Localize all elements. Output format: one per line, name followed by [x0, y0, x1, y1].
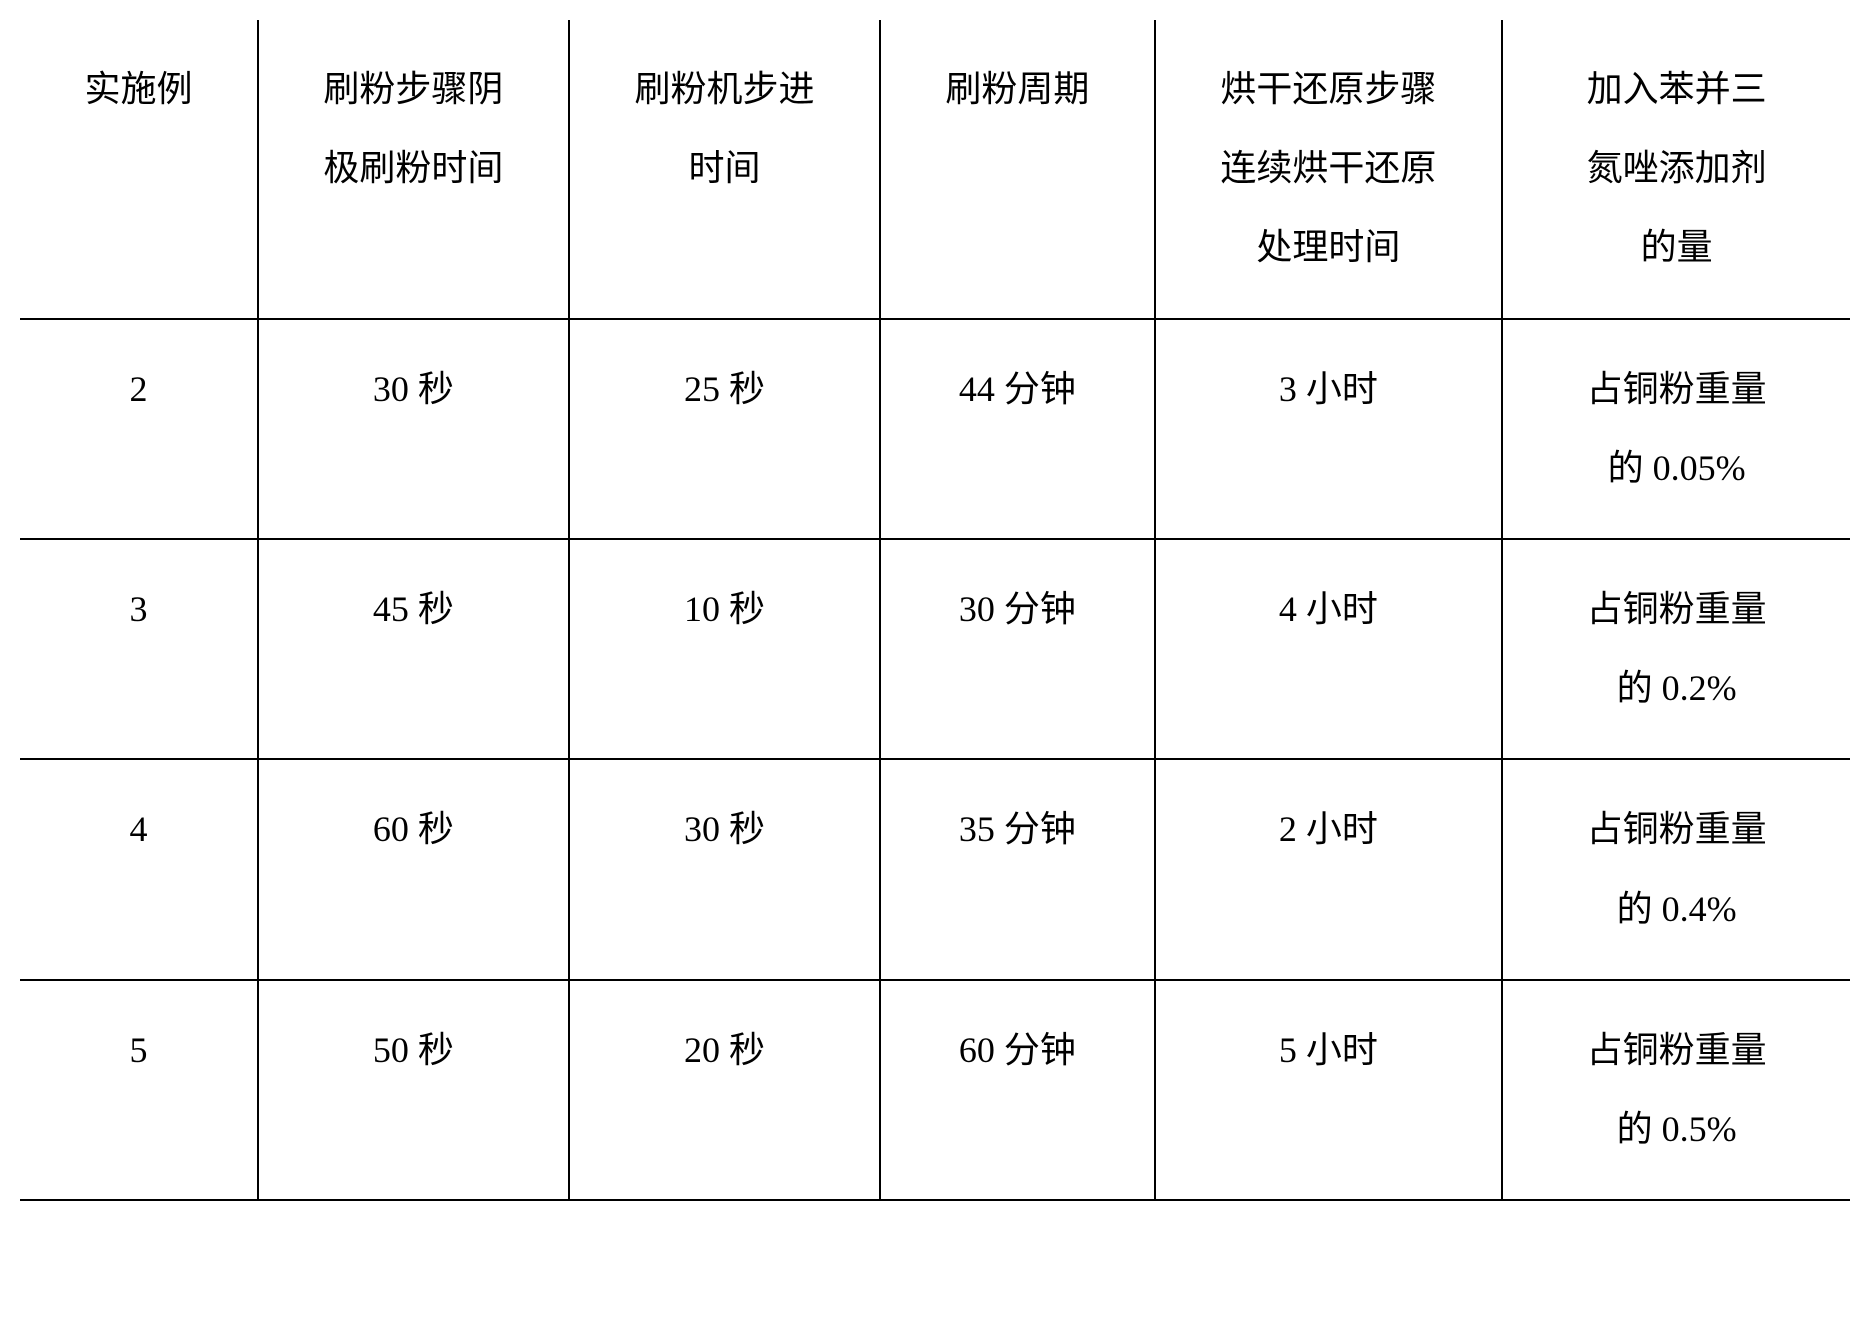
table-row: 2 30 秒 25 秒 44 分钟 3 小时 占铜粉重量 的 0.05%: [20, 319, 1850, 539]
table-cell: 占铜粉重量 的 0.5%: [1502, 980, 1850, 1200]
table-cell: 10 秒: [569, 539, 880, 759]
header-cell: 加入苯并三 氮唑添加剂 的量: [1502, 20, 1850, 319]
table-cell: 60 秒: [258, 759, 569, 979]
table-cell: 30 秒: [569, 759, 880, 979]
table-row: 4 60 秒 30 秒 35 分钟 2 小时 占铜粉重量 的 0.4%: [20, 759, 1850, 979]
table-cell: 4 小时: [1155, 539, 1503, 759]
table-cell: 占铜粉重量 的 0.2%: [1502, 539, 1850, 759]
table-cell: 占铜粉重量 的 0.05%: [1502, 319, 1850, 539]
table-cell: 44 分钟: [880, 319, 1155, 539]
data-table: 实施例 刷粉步骤阴 极刷粉时间 刷粉机步进 时间 刷粉周期 烘干还原步骤 连续烘…: [20, 20, 1850, 1201]
table-row: 5 50 秒 20 秒 60 分钟 5 小时 占铜粉重量 的 0.5%: [20, 980, 1850, 1200]
table-cell: 5: [20, 980, 258, 1200]
header-cell: 烘干还原步骤 连续烘干还原 处理时间: [1155, 20, 1503, 319]
header-cell: 刷粉周期: [880, 20, 1155, 319]
header-cell: 刷粉机步进 时间: [569, 20, 880, 319]
table-cell: 45 秒: [258, 539, 569, 759]
table-cell: 2 小时: [1155, 759, 1503, 979]
table-row: 3 45 秒 10 秒 30 分钟 4 小时 占铜粉重量 的 0.2%: [20, 539, 1850, 759]
table-cell: 3: [20, 539, 258, 759]
table-header-row: 实施例 刷粉步骤阴 极刷粉时间 刷粉机步进 时间 刷粉周期 烘干还原步骤 连续烘…: [20, 20, 1850, 319]
table-cell: 25 秒: [569, 319, 880, 539]
table-cell: 5 小时: [1155, 980, 1503, 1200]
table-cell: 占铜粉重量 的 0.4%: [1502, 759, 1850, 979]
table-cell: 60 分钟: [880, 980, 1155, 1200]
table-cell: 4: [20, 759, 258, 979]
table-cell: 35 分钟: [880, 759, 1155, 979]
table-body: 2 30 秒 25 秒 44 分钟 3 小时 占铜粉重量 的 0.05% 3 4…: [20, 319, 1850, 1201]
header-cell: 刷粉步骤阴 极刷粉时间: [258, 20, 569, 319]
table-cell: 2: [20, 319, 258, 539]
header-cell: 实施例: [20, 20, 258, 319]
table-cell: 50 秒: [258, 980, 569, 1200]
table-cell: 30 分钟: [880, 539, 1155, 759]
table-cell: 30 秒: [258, 319, 569, 539]
table-cell: 3 小时: [1155, 319, 1503, 539]
table-cell: 20 秒: [569, 980, 880, 1200]
